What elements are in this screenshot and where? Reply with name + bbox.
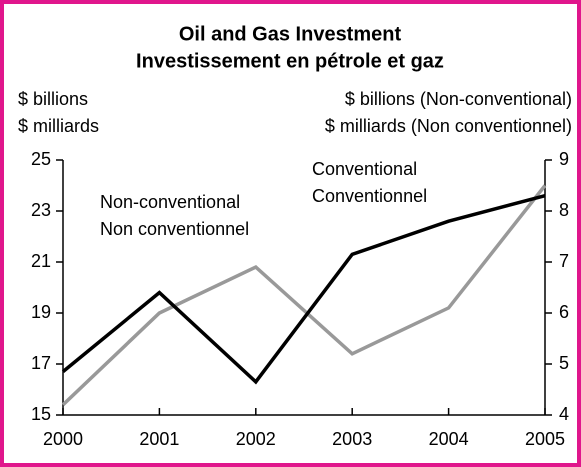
x-tick-label: 2000 [43,429,83,449]
y2-tick-label: 9 [559,149,569,169]
y-axis-label: $ milliards [18,116,99,136]
series-label: Conventionnel [312,186,427,206]
chart-subtitle: Investissement en pétrole et gaz [136,50,444,72]
y-tick-label: 25 [31,149,51,169]
x-tick-label: 2003 [332,429,372,449]
series-label: Conventional [312,159,417,179]
y2-axis-label: $ milliards (Non conventionnel) [325,116,572,136]
y2-tick-label: 6 [559,302,569,322]
y2-tick-label: 7 [559,251,569,271]
y2-axis-label: $ billions (Non-conventional) [345,89,572,109]
x-tick-label: 2002 [236,429,276,449]
series-line [61,184,547,407]
x-tick-label: 2001 [139,429,179,449]
y-tick-label: 17 [31,353,51,373]
y-tick-label: 21 [31,251,51,271]
y2-tick-label: 5 [559,353,569,373]
x-tick-label: 2005 [525,429,565,449]
y2-tick-label: 4 [559,404,569,424]
y-tick-label: 19 [31,302,51,322]
y-tick-label: 23 [31,200,51,220]
y2-tick-label: 8 [559,200,569,220]
chart-title: Oil and Gas Investment [179,23,402,45]
series-line [61,194,546,385]
y-axis-label: $ billions [18,89,88,109]
series-label: Non-conventional [100,192,240,212]
y-tick-label: 15 [31,404,51,424]
x-tick-label: 2004 [429,429,469,449]
series-label: Non conventionnel [100,219,249,239]
